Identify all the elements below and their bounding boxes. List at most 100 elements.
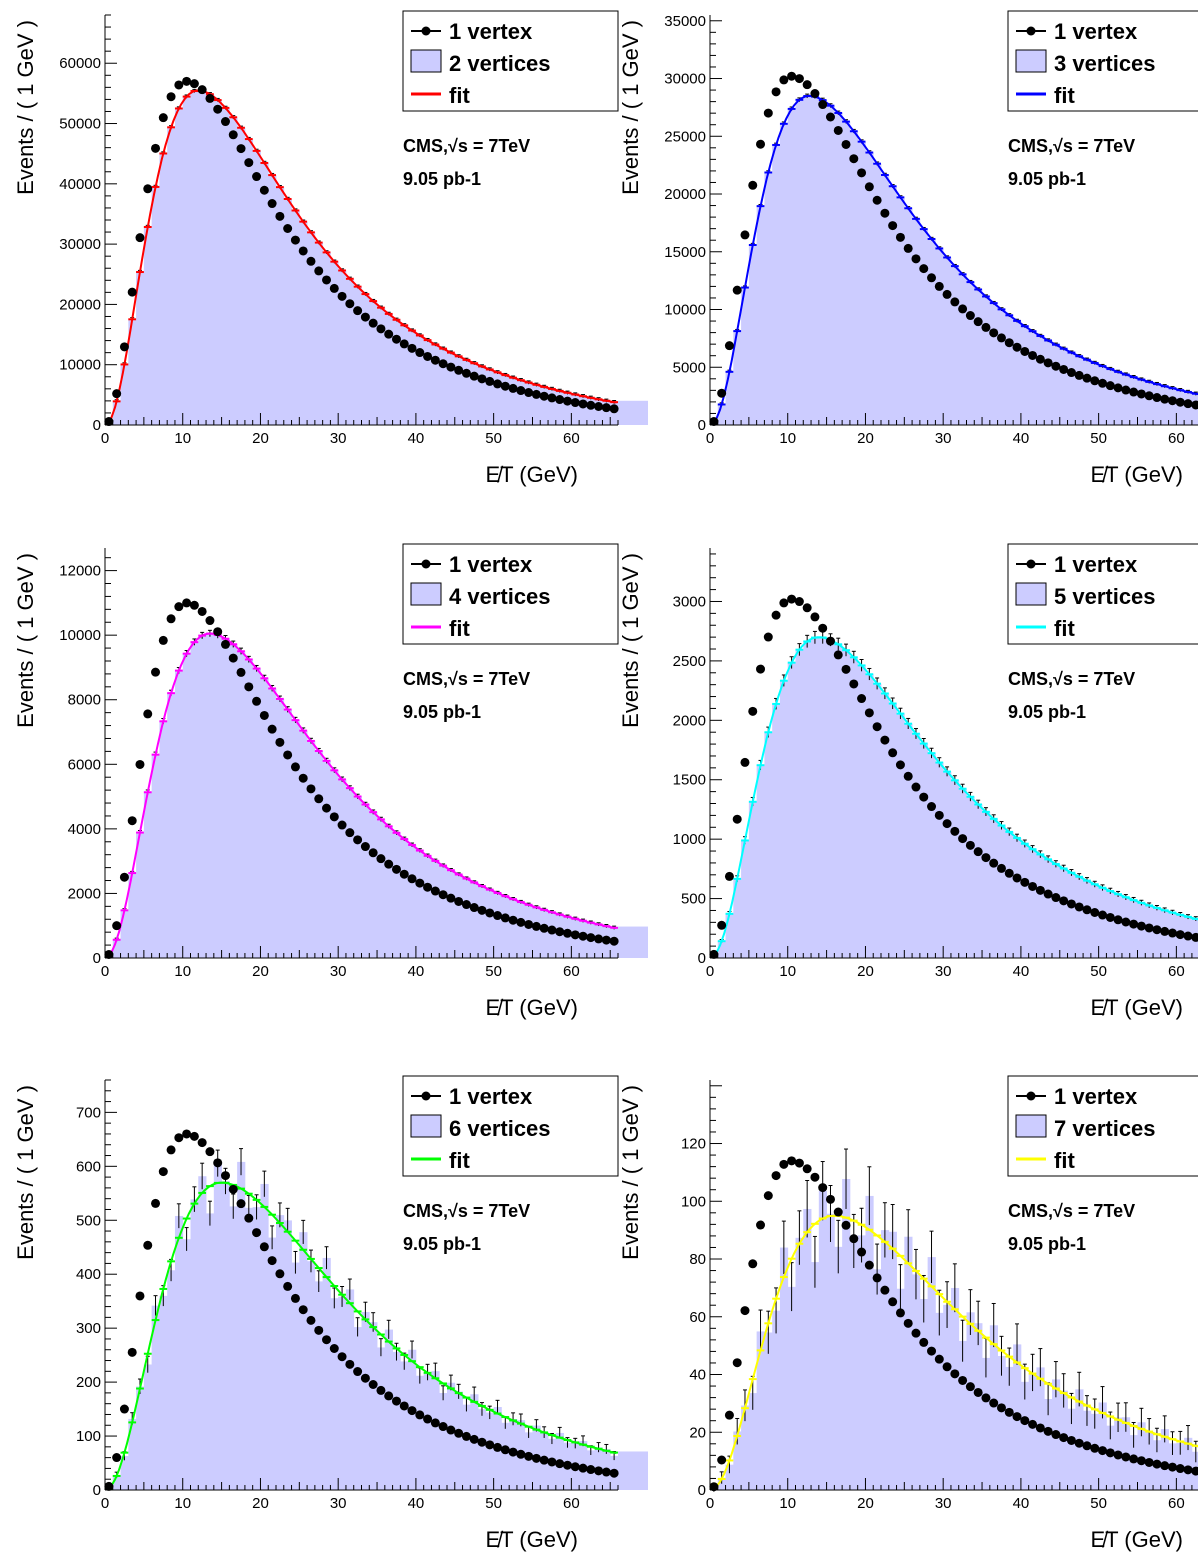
histogram-bar [485, 889, 495, 958]
histogram-bar [865, 152, 874, 425]
reference-point [360, 842, 370, 852]
reference-point [213, 104, 223, 114]
reference-point [709, 1482, 719, 1492]
y-tick-label: 30000 [664, 71, 706, 88]
histogram-bar [353, 286, 362, 425]
histogram-bar [958, 274, 967, 425]
histogram-bar [128, 319, 137, 425]
y-tick-label: 10000 [59, 627, 101, 644]
histogram-bar [756, 206, 765, 425]
histogram-bar [244, 139, 254, 426]
reference-point [756, 1220, 766, 1230]
histogram-bar [291, 720, 300, 958]
reference-point [1028, 1419, 1038, 1429]
reference-point [415, 1410, 425, 1420]
reference-point [771, 610, 781, 620]
histogram-bar [174, 1215, 184, 1490]
reference-point [724, 871, 734, 881]
histogram-bar [1067, 872, 1076, 958]
histogram-bar [779, 680, 789, 958]
histogram-bar [950, 266, 960, 425]
reference-point [825, 112, 835, 122]
reference-point [958, 304, 968, 314]
histogram-bar [935, 762, 944, 958]
histogram-bar [1005, 1366, 1014, 1490]
reference-point [732, 285, 742, 295]
reference-point [1121, 917, 1131, 927]
reference-point [1028, 350, 1038, 360]
reference-point [524, 919, 534, 929]
histogram-bar [524, 1432, 533, 1490]
x-tick-label: 20 [857, 963, 874, 980]
x-axis-title: E̸T (GeV) [485, 1527, 578, 1552]
reference-point [446, 362, 456, 372]
legend-hist-swatch [1015, 1114, 1047, 1138]
histogram-bar [447, 1382, 456, 1490]
x-axis-title: E̸T (GeV) [1090, 1527, 1183, 1552]
reference-point [306, 256, 316, 266]
reference-point [903, 1318, 913, 1328]
x-tick-label: 60 [563, 1495, 580, 1512]
histogram-bar [989, 818, 998, 958]
reference-point [213, 627, 223, 637]
histogram-bar [415, 1375, 425, 1490]
reference-point [888, 221, 898, 231]
reference-point [825, 636, 835, 646]
histogram-bar [958, 1340, 967, 1490]
histogram-bar [276, 1215, 285, 1490]
reference-point [166, 1145, 176, 1155]
histogram-bar [260, 678, 269, 958]
reference-point [601, 403, 611, 413]
histogram-bar [997, 309, 1006, 425]
reference-point [1144, 1457, 1154, 1467]
reference-point [407, 1406, 417, 1416]
histogram-bar [1184, 1437, 1193, 1490]
histogram-bar [904, 1236, 913, 1490]
reference-point [825, 1194, 835, 1204]
reference-point [927, 802, 937, 812]
histogram-bar [345, 788, 355, 958]
reference-point [430, 886, 440, 896]
x-tick-label: 10 [779, 430, 796, 447]
y-tick-label: 8000 [68, 692, 101, 709]
legend-marker-point [1026, 1091, 1036, 1101]
reference-point [942, 819, 952, 829]
reference-point [1020, 877, 1030, 887]
reference-point [1074, 1438, 1084, 1448]
histogram-bar [811, 1262, 820, 1490]
reference-point [849, 154, 859, 164]
reference-point [763, 1191, 773, 1201]
reference-point [1105, 381, 1115, 391]
reference-point [1136, 389, 1146, 399]
histogram-bar [415, 335, 425, 425]
histogram-bar [307, 1261, 316, 1490]
reference-point [1043, 358, 1053, 368]
reference-point [151, 143, 161, 153]
reference-point [1160, 1461, 1170, 1471]
histogram-bar [1176, 390, 1185, 425]
reference-point [174, 80, 184, 90]
y-tick-label: 60 [689, 1309, 706, 1326]
reference-point [236, 667, 246, 677]
reference-point [151, 667, 161, 677]
reference-point [1167, 396, 1177, 406]
histogram-bar [982, 811, 991, 958]
reference-point [1090, 376, 1100, 386]
histogram-bar [462, 1404, 471, 1490]
y-tick-label: 0 [698, 950, 706, 967]
reference-point [981, 1393, 991, 1403]
y-tick-label: 120 [681, 1136, 706, 1153]
reference-point [376, 324, 386, 334]
reference-point [1152, 393, 1162, 403]
x-tick-label: 30 [330, 430, 347, 447]
reference-point [965, 1382, 975, 1392]
histogram-bar [478, 366, 487, 425]
legend-hist-swatch [410, 1114, 442, 1138]
reference-point [919, 1337, 929, 1347]
reference-point [228, 130, 238, 140]
histogram-bar [943, 257, 952, 425]
reference-point [151, 1198, 161, 1208]
histogram-bar [935, 1312, 944, 1490]
histogram-bar [408, 330, 417, 425]
reference-point [771, 1171, 781, 1181]
